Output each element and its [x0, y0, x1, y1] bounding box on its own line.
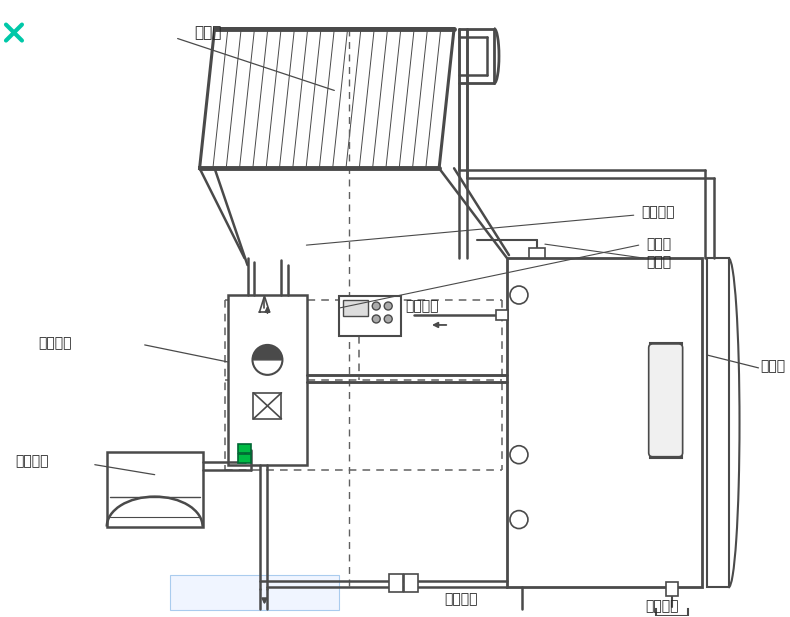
Bar	[107, 452, 202, 526]
Circle shape	[372, 315, 380, 323]
Bar	[238, 453, 251, 463]
Text: 循环管道: 循环管道	[641, 205, 675, 219]
Text: 集热器: 集热器	[194, 25, 222, 40]
Wedge shape	[254, 346, 281, 360]
Text: 膨胀水箱: 膨胀水箱	[15, 455, 48, 469]
Circle shape	[253, 345, 283, 375]
Text: 电加热: 电加热	[761, 359, 785, 373]
Circle shape	[510, 511, 528, 529]
Circle shape	[510, 286, 528, 304]
Bar	[228, 295, 307, 465]
Wedge shape	[107, 479, 202, 526]
Bar	[170, 576, 340, 610]
Bar	[389, 574, 403, 592]
Bar	[340, 296, 401, 336]
Bar	[706, 258, 728, 587]
Bar	[404, 574, 418, 592]
Text: 热水出口: 热水出口	[405, 299, 438, 313]
Text: 冷水进口: 冷水进口	[444, 592, 478, 607]
Bar	[649, 343, 682, 458]
FancyBboxPatch shape	[649, 344, 683, 457]
Text: 接排污阀: 接排污阀	[645, 599, 679, 613]
Bar	[254, 393, 281, 419]
Circle shape	[384, 302, 392, 310]
Text: 安全阀: 安全阀	[647, 255, 672, 269]
Bar	[496, 310, 508, 320]
Bar	[507, 258, 702, 587]
Circle shape	[510, 445, 528, 464]
Bar	[344, 300, 368, 316]
Bar	[529, 248, 545, 258]
Bar	[666, 582, 678, 597]
Text: 控制器: 控制器	[647, 237, 672, 251]
Circle shape	[384, 315, 392, 323]
Bar	[238, 444, 251, 453]
Circle shape	[372, 302, 380, 310]
Text: 太阳能站: 太阳能站	[38, 336, 71, 350]
